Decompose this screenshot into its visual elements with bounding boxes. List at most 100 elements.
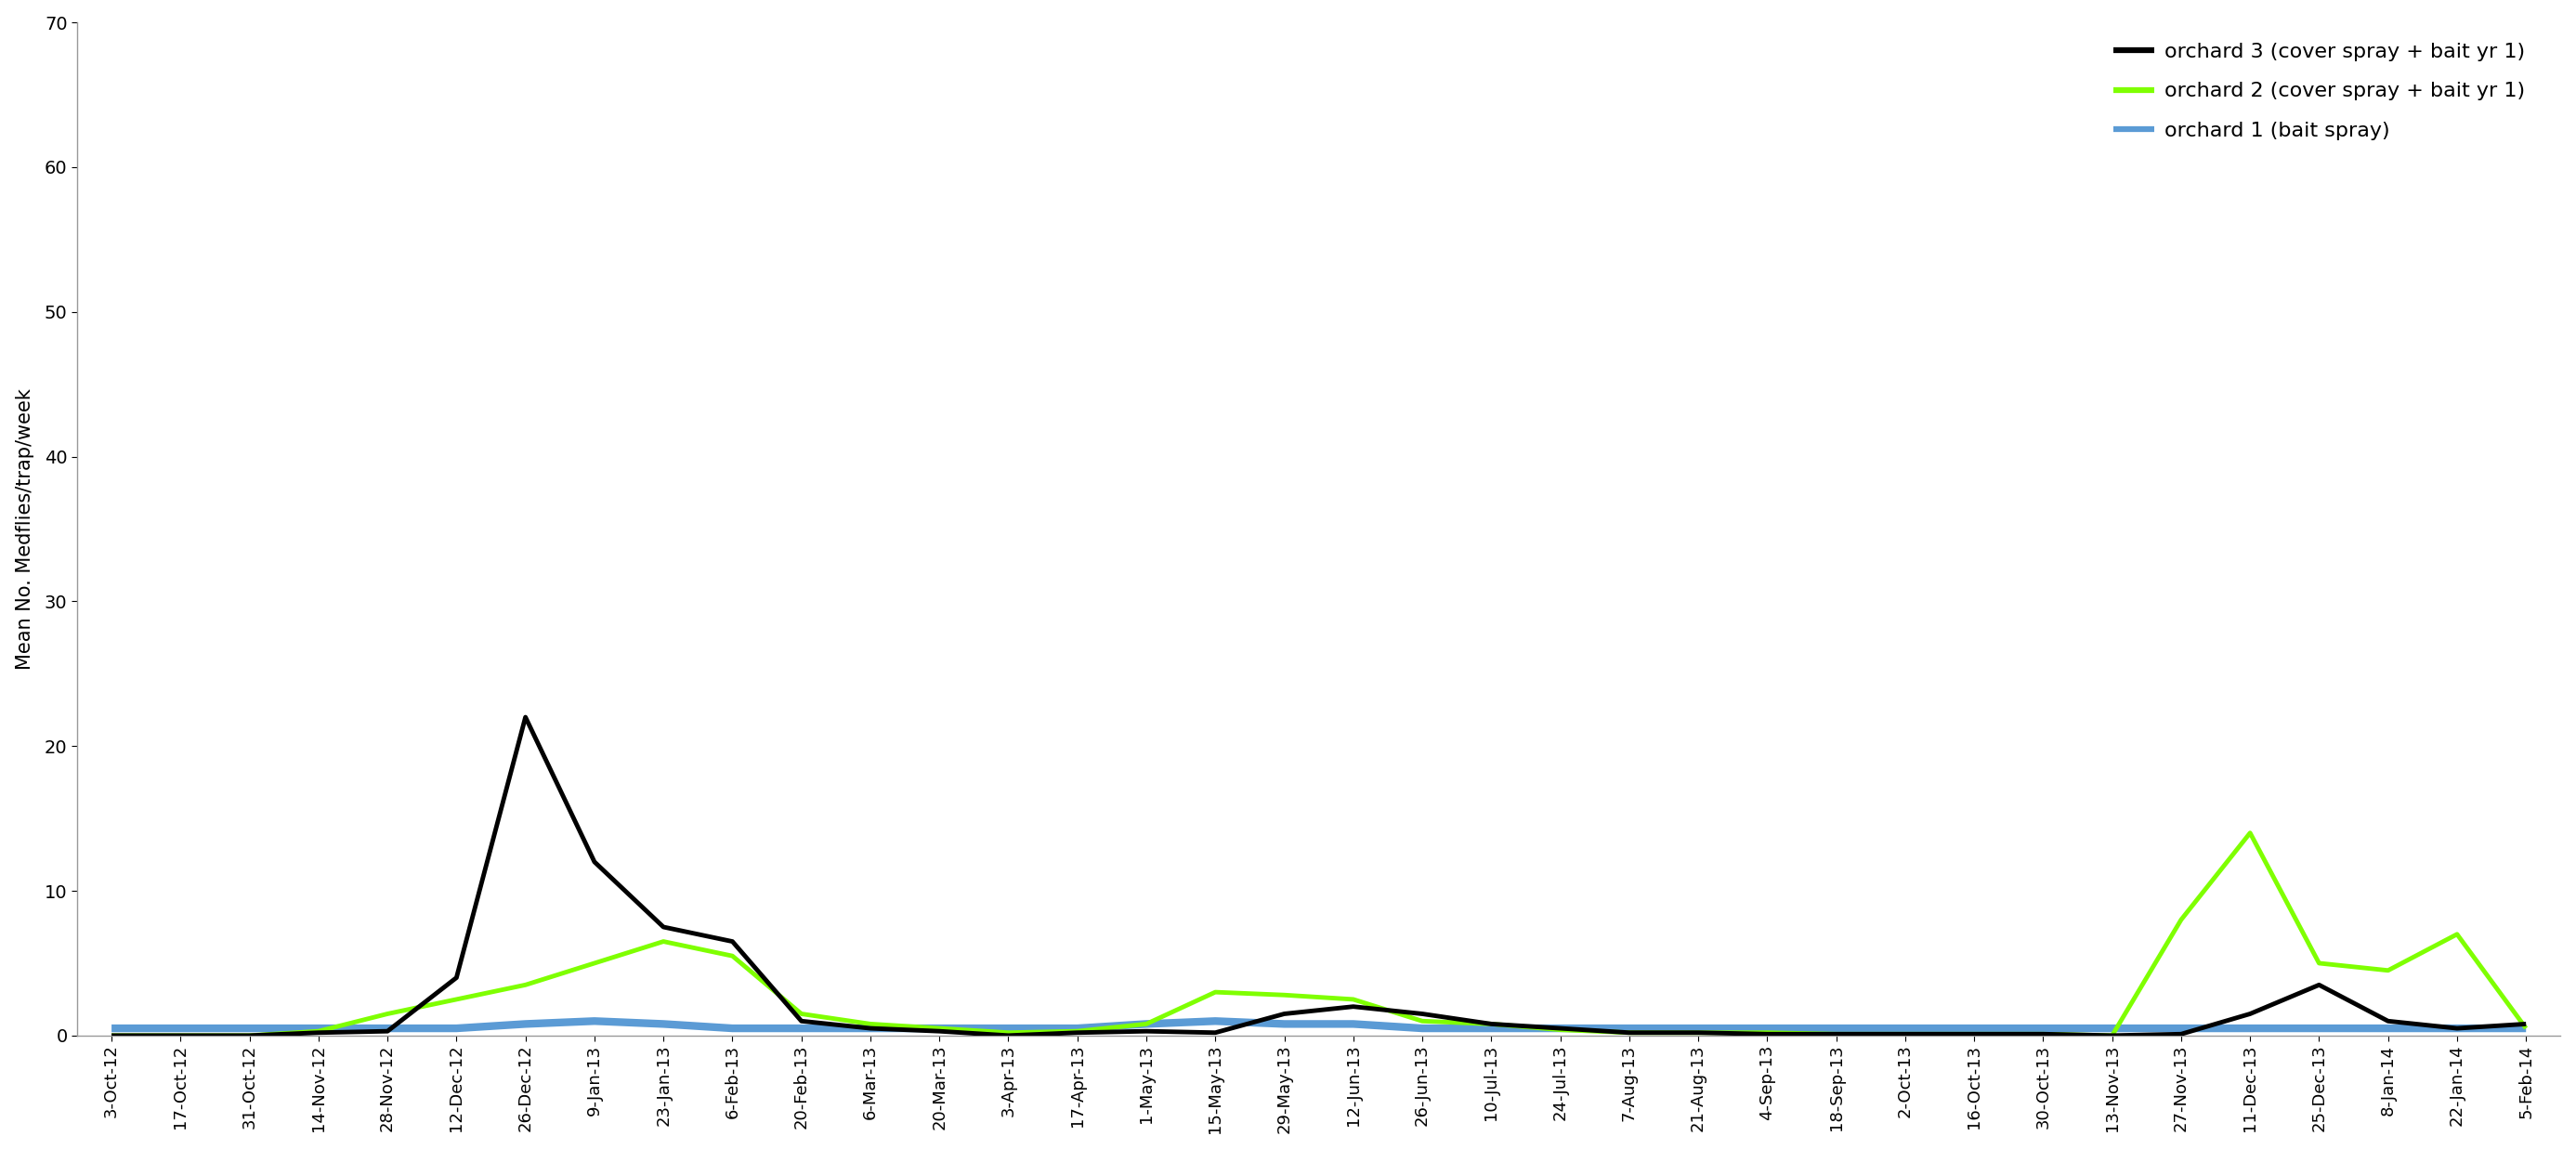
orchard 2 (cover spray + bait yr 1)	[1200, 985, 1231, 998]
orchard 2 (cover spray + bait yr 1)	[371, 1007, 402, 1020]
orchard 3 (cover spray + bait yr 1)	[371, 1024, 402, 1038]
orchard 2 (cover spray + bait yr 1)	[1752, 1026, 1783, 1040]
orchard 1 (bait spray)	[925, 1021, 956, 1035]
orchard 1 (bait spray)	[1200, 1015, 1231, 1028]
orchard 1 (bait spray)	[1752, 1021, 1783, 1035]
orchard 1 (bait spray)	[2233, 1021, 2264, 1035]
orchard 3 (cover spray + bait yr 1)	[1821, 1027, 1852, 1041]
orchard 2 (cover spray + bait yr 1)	[2233, 826, 2264, 840]
orchard 1 (bait spray)	[2097, 1021, 2128, 1035]
orchard 3 (cover spray + bait yr 1)	[786, 1015, 817, 1028]
orchard 3 (cover spray + bait yr 1)	[716, 934, 747, 948]
orchard 3 (cover spray + bait yr 1)	[2097, 1028, 2128, 1042]
orchard 3 (cover spray + bait yr 1)	[2372, 1015, 2403, 1028]
orchard 2 (cover spray + bait yr 1)	[992, 1026, 1023, 1040]
Line: orchard 1 (bait spray): orchard 1 (bait spray)	[111, 1021, 2527, 1028]
orchard 1 (bait spray)	[580, 1015, 611, 1028]
orchard 2 (cover spray + bait yr 1)	[1891, 1027, 1922, 1041]
orchard 2 (cover spray + bait yr 1)	[716, 949, 747, 963]
orchard 3 (cover spray + bait yr 1)	[1613, 1026, 1643, 1040]
orchard 2 (cover spray + bait yr 1)	[2166, 912, 2197, 926]
orchard 2 (cover spray + bait yr 1)	[580, 956, 611, 970]
orchard 1 (bait spray)	[304, 1021, 335, 1035]
orchard 1 (bait spray)	[371, 1021, 402, 1035]
orchard 1 (bait spray)	[1821, 1021, 1852, 1035]
orchard 1 (bait spray)	[992, 1021, 1023, 1035]
orchard 3 (cover spray + bait yr 1)	[2027, 1027, 2058, 1041]
Line: orchard 3 (cover spray + bait yr 1): orchard 3 (cover spray + bait yr 1)	[111, 717, 2527, 1035]
orchard 1 (bait spray)	[2303, 1021, 2334, 1035]
orchard 2 (cover spray + bait yr 1)	[440, 993, 471, 1007]
orchard 1 (bait spray)	[234, 1021, 265, 1035]
orchard 3 (cover spray + bait yr 1)	[234, 1028, 265, 1042]
orchard 2 (cover spray + bait yr 1)	[1821, 1027, 1852, 1041]
orchard 3 (cover spray + bait yr 1)	[2442, 1021, 2473, 1035]
orchard 3 (cover spray + bait yr 1)	[304, 1026, 335, 1040]
Legend: orchard 3 (cover spray + bait yr 1), orchard 2 (cover spray + bait yr 1), orchar: orchard 3 (cover spray + bait yr 1), orc…	[2112, 43, 2524, 140]
orchard 1 (bait spray)	[2166, 1021, 2197, 1035]
orchard 3 (cover spray + bait yr 1)	[925, 1024, 956, 1038]
orchard 1 (bait spray)	[1891, 1021, 1922, 1035]
orchard 2 (cover spray + bait yr 1)	[2372, 964, 2403, 978]
orchard 1 (bait spray)	[510, 1017, 541, 1031]
orchard 2 (cover spray + bait yr 1)	[2512, 1021, 2543, 1035]
orchard 1 (bait spray)	[440, 1021, 471, 1035]
orchard 1 (bait spray)	[1613, 1021, 1643, 1035]
orchard 3 (cover spray + bait yr 1)	[2303, 978, 2334, 992]
orchard 2 (cover spray + bait yr 1)	[1958, 1027, 1989, 1041]
orchard 1 (bait spray)	[95, 1021, 126, 1035]
orchard 2 (cover spray + bait yr 1)	[1131, 1017, 1162, 1031]
orchard 2 (cover spray + bait yr 1)	[2442, 927, 2473, 941]
orchard 3 (cover spray + bait yr 1)	[580, 855, 611, 869]
orchard 2 (cover spray + bait yr 1)	[510, 978, 541, 992]
orchard 2 (cover spray + bait yr 1)	[2097, 1028, 2128, 1042]
orchard 2 (cover spray + bait yr 1)	[234, 1028, 265, 1042]
orchard 1 (bait spray)	[1476, 1021, 1507, 1035]
orchard 3 (cover spray + bait yr 1)	[2166, 1027, 2197, 1041]
orchard 2 (cover spray + bait yr 1)	[855, 1017, 886, 1031]
orchard 2 (cover spray + bait yr 1)	[165, 1028, 196, 1042]
orchard 3 (cover spray + bait yr 1)	[440, 971, 471, 985]
orchard 1 (bait spray)	[1270, 1017, 1301, 1031]
orchard 2 (cover spray + bait yr 1)	[1546, 1023, 1577, 1036]
orchard 3 (cover spray + bait yr 1)	[1061, 1026, 1092, 1040]
orchard 3 (cover spray + bait yr 1)	[1337, 1000, 1368, 1013]
orchard 3 (cover spray + bait yr 1)	[649, 920, 680, 934]
orchard 2 (cover spray + bait yr 1)	[304, 1024, 335, 1038]
orchard 2 (cover spray + bait yr 1)	[2303, 956, 2334, 970]
Line: orchard 2 (cover spray + bait yr 1): orchard 2 (cover spray + bait yr 1)	[111, 833, 2527, 1035]
orchard 3 (cover spray + bait yr 1)	[1958, 1027, 1989, 1041]
orchard 3 (cover spray + bait yr 1)	[1891, 1027, 1922, 1041]
orchard 3 (cover spray + bait yr 1)	[1200, 1026, 1231, 1040]
orchard 2 (cover spray + bait yr 1)	[1476, 1017, 1507, 1031]
orchard 1 (bait spray)	[2027, 1021, 2058, 1035]
orchard 1 (bait spray)	[1546, 1021, 1577, 1035]
orchard 1 (bait spray)	[165, 1021, 196, 1035]
orchard 3 (cover spray + bait yr 1)	[1406, 1007, 1437, 1020]
orchard 2 (cover spray + bait yr 1)	[1061, 1024, 1092, 1038]
orchard 1 (bait spray)	[2372, 1021, 2403, 1035]
orchard 3 (cover spray + bait yr 1)	[95, 1028, 126, 1042]
orchard 2 (cover spray + bait yr 1)	[1613, 1026, 1643, 1040]
orchard 1 (bait spray)	[1406, 1021, 1437, 1035]
orchard 1 (bait spray)	[1061, 1021, 1092, 1035]
orchard 2 (cover spray + bait yr 1)	[1406, 1015, 1437, 1028]
orchard 1 (bait spray)	[2442, 1021, 2473, 1035]
orchard 2 (cover spray + bait yr 1)	[786, 1007, 817, 1020]
orchard 1 (bait spray)	[2512, 1021, 2543, 1035]
orchard 1 (bait spray)	[786, 1021, 817, 1035]
Y-axis label: Mean No. Medflies/trap/week: Mean No. Medflies/trap/week	[15, 388, 33, 670]
orchard 1 (bait spray)	[649, 1017, 680, 1031]
orchard 1 (bait spray)	[1337, 1017, 1368, 1031]
orchard 3 (cover spray + bait yr 1)	[2233, 1007, 2264, 1020]
orchard 1 (bait spray)	[1682, 1021, 1713, 1035]
orchard 3 (cover spray + bait yr 1)	[1131, 1024, 1162, 1038]
orchard 3 (cover spray + bait yr 1)	[1270, 1007, 1301, 1020]
orchard 3 (cover spray + bait yr 1)	[2512, 1017, 2543, 1031]
orchard 3 (cover spray + bait yr 1)	[510, 710, 541, 724]
orchard 3 (cover spray + bait yr 1)	[1476, 1017, 1507, 1031]
orchard 3 (cover spray + bait yr 1)	[1752, 1027, 1783, 1041]
orchard 2 (cover spray + bait yr 1)	[1682, 1026, 1713, 1040]
orchard 2 (cover spray + bait yr 1)	[95, 1028, 126, 1042]
orchard 2 (cover spray + bait yr 1)	[649, 934, 680, 948]
